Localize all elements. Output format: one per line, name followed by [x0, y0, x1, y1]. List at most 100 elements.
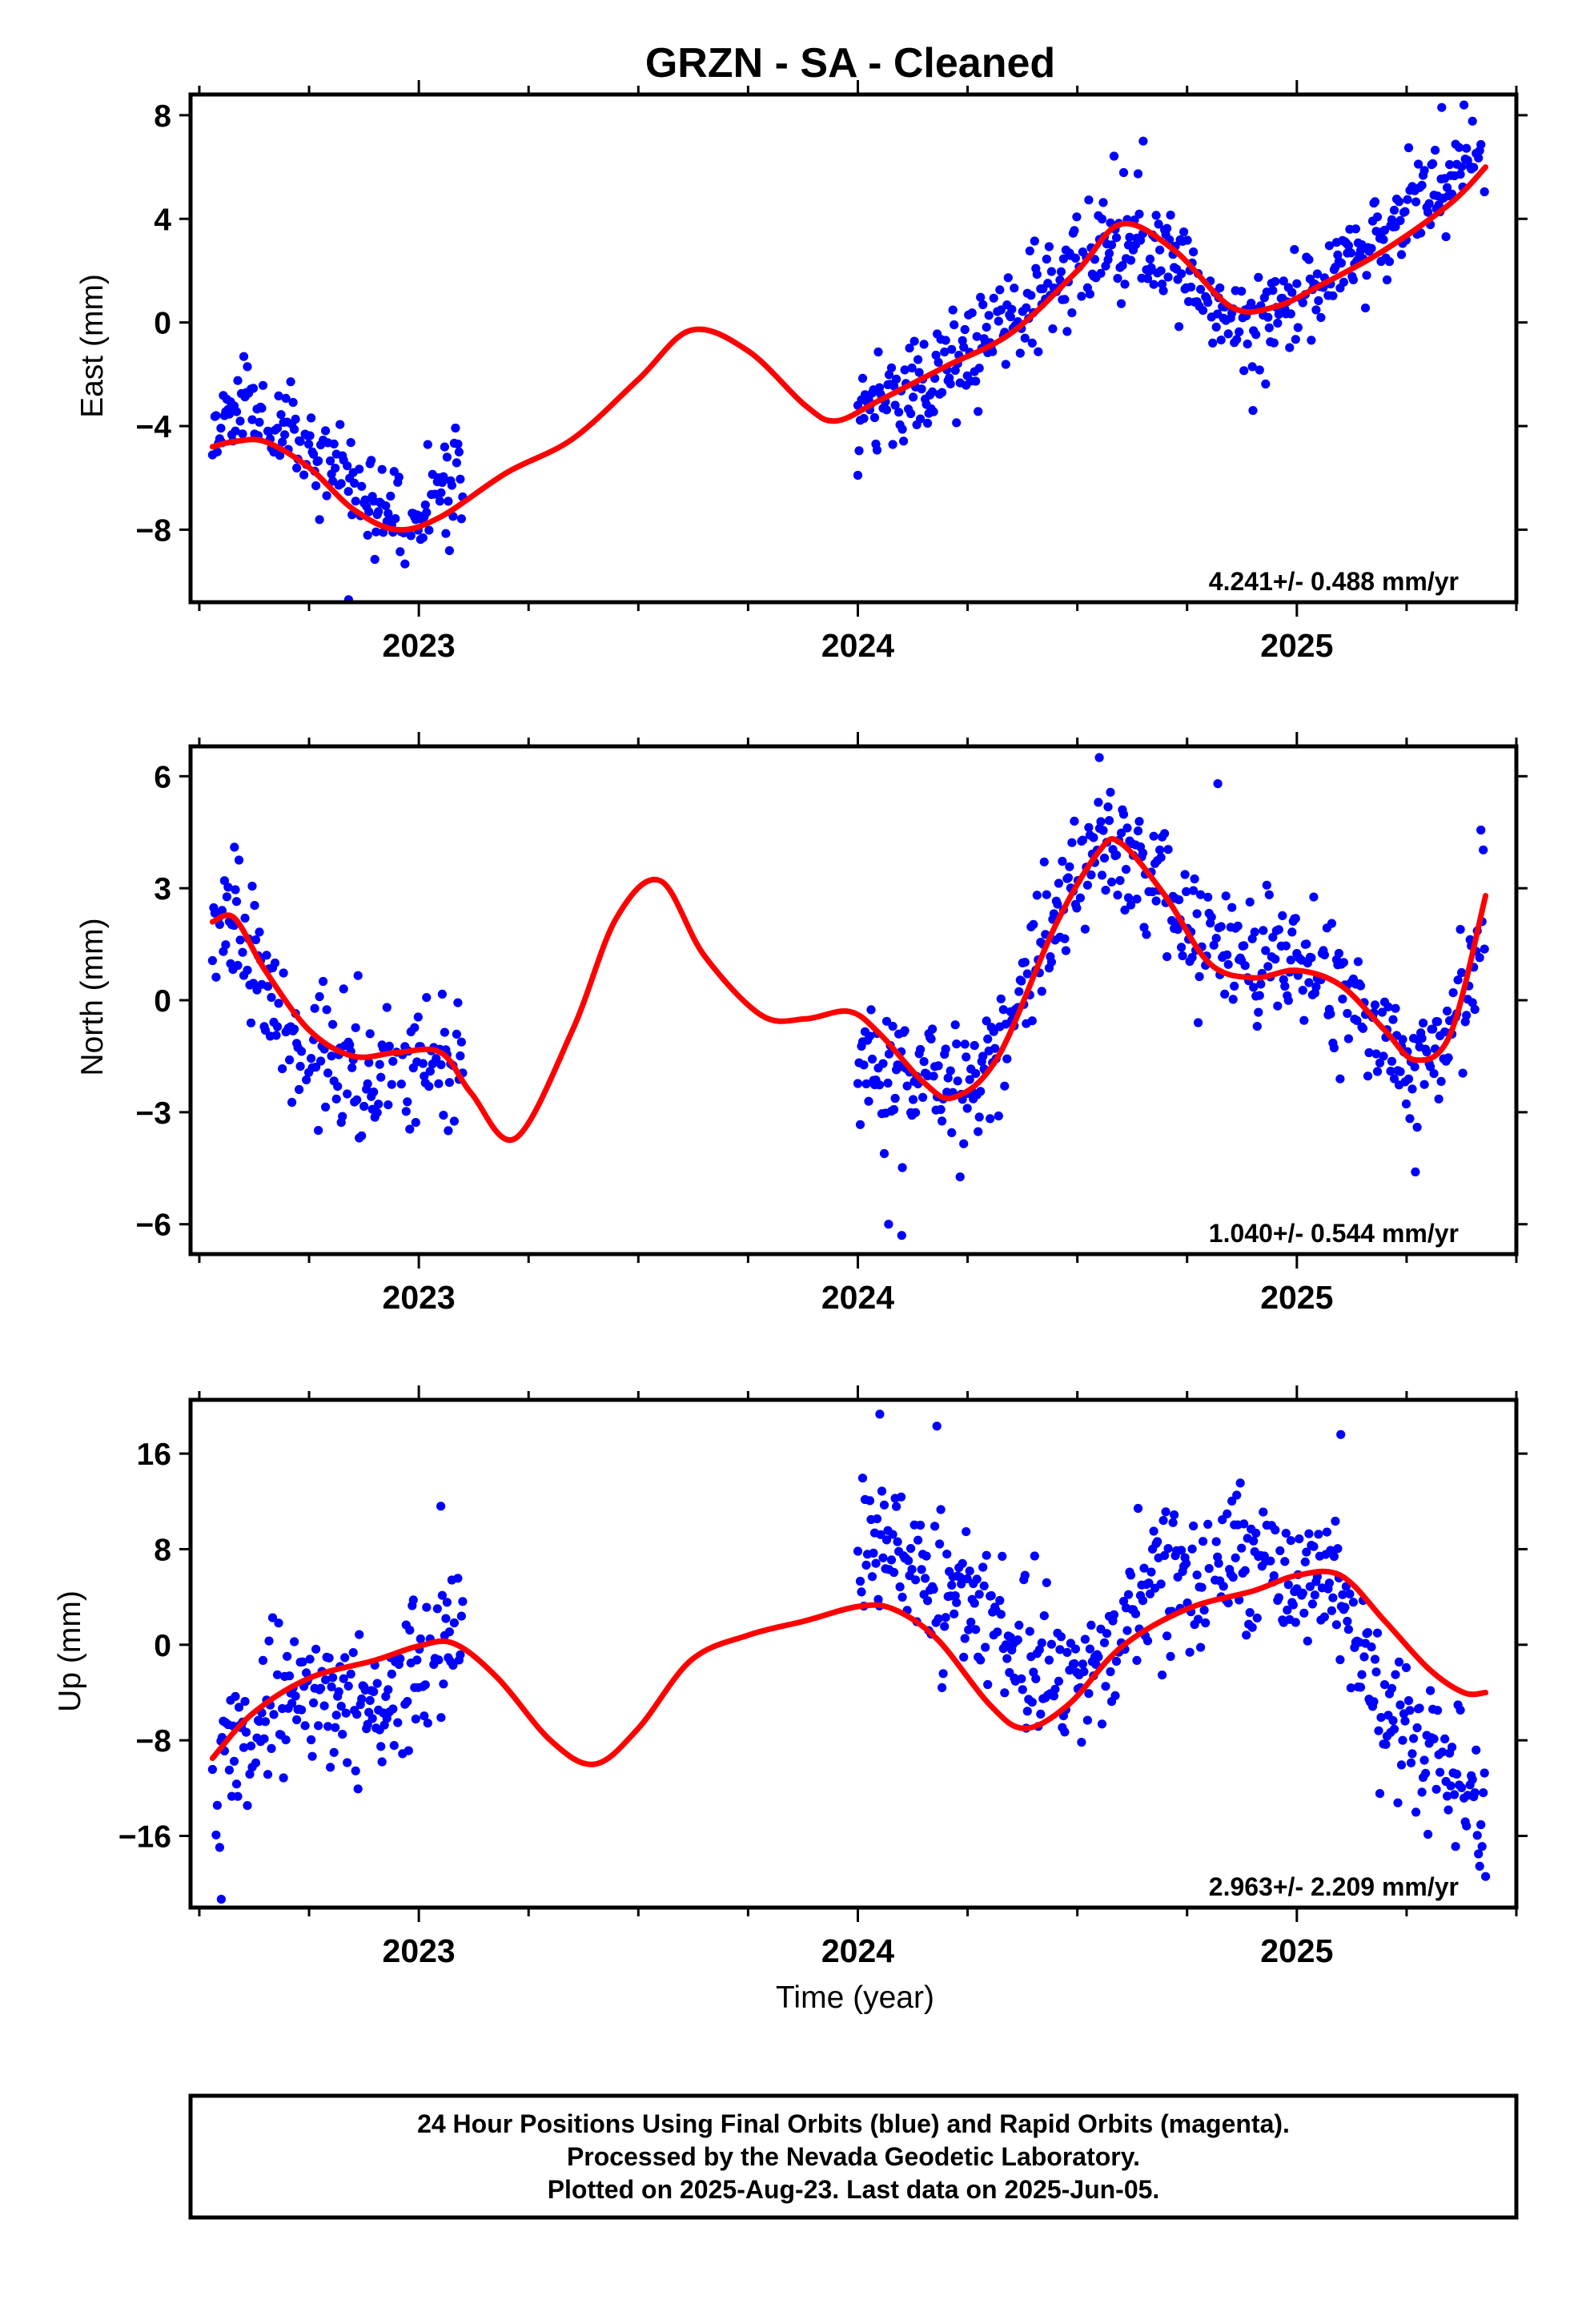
data-point — [363, 1079, 372, 1088]
data-point — [1123, 1590, 1134, 1599]
data-point — [1026, 291, 1036, 300]
data-point — [1396, 250, 1407, 259]
data-point — [894, 408, 904, 417]
data-point — [1245, 897, 1255, 907]
data-point — [857, 373, 868, 383]
data-point — [1151, 211, 1161, 220]
data-point — [314, 1126, 323, 1136]
data-point — [411, 1118, 420, 1128]
data-point — [387, 1080, 396, 1089]
data-point — [1374, 1726, 1383, 1735]
data-point — [326, 1763, 335, 1772]
y-tick-label: −6 — [136, 1208, 171, 1243]
data-point — [1037, 987, 1046, 996]
data-point — [343, 1089, 352, 1099]
data-point — [1060, 934, 1070, 943]
data-point — [1195, 971, 1204, 982]
data-point — [906, 408, 916, 419]
data-point — [978, 300, 988, 310]
data-point — [1043, 279, 1053, 288]
data-point — [1472, 1831, 1482, 1840]
data-point — [918, 1092, 928, 1102]
data-point — [1291, 914, 1300, 923]
data-point — [916, 1520, 926, 1530]
data-point — [883, 1078, 893, 1088]
data-point — [1223, 1509, 1232, 1518]
data-point — [1428, 159, 1438, 168]
data-point — [423, 1719, 432, 1728]
data-point — [353, 1784, 363, 1794]
data-point — [874, 1080, 885, 1090]
data-point — [374, 1100, 383, 1109]
data-point — [1370, 1655, 1380, 1664]
data-point — [327, 1051, 336, 1061]
data-point — [1419, 1018, 1428, 1028]
data-point — [1173, 925, 1182, 935]
data-point — [1014, 1620, 1024, 1630]
data-point — [406, 531, 416, 541]
data-point — [1027, 1016, 1037, 1026]
data-point — [1032, 270, 1042, 279]
data-point — [1443, 1006, 1452, 1016]
data-point — [276, 410, 286, 420]
data-point — [1395, 1067, 1405, 1076]
data-point — [1457, 1783, 1467, 1792]
data-point — [439, 1111, 448, 1120]
data-point — [271, 1031, 281, 1040]
data-point — [936, 1505, 946, 1514]
data-point — [1441, 232, 1451, 242]
data-point — [1044, 1655, 1054, 1665]
data-point — [334, 1687, 343, 1697]
data-point — [1078, 1659, 1087, 1669]
data-point — [1096, 817, 1106, 826]
data-point — [295, 1061, 305, 1072]
data-point — [938, 388, 947, 397]
data-point — [1249, 983, 1259, 992]
data-point — [211, 1830, 221, 1839]
data-point — [1458, 1068, 1468, 1078]
data-point — [995, 285, 1005, 295]
data-point — [1161, 1507, 1170, 1517]
data-point — [1029, 919, 1038, 929]
data-point — [1387, 215, 1397, 224]
data-point — [212, 447, 222, 456]
data-point — [1328, 291, 1338, 300]
data-point — [1034, 1645, 1044, 1655]
data-point — [441, 1614, 451, 1623]
data-point — [1353, 957, 1363, 967]
data-point — [1132, 895, 1142, 904]
data-point — [1371, 1667, 1381, 1677]
data-point — [1227, 903, 1237, 912]
data-point — [319, 976, 328, 987]
data-point — [1221, 891, 1231, 901]
data-point — [233, 1791, 243, 1801]
data-point — [1309, 1542, 1319, 1551]
data-point — [322, 491, 331, 501]
data-point — [221, 940, 231, 950]
data-point — [1177, 1546, 1186, 1555]
data-point — [212, 1800, 222, 1810]
data-point — [267, 1613, 278, 1622]
data-point — [1429, 1734, 1439, 1743]
data-point — [442, 452, 452, 462]
data-point — [326, 456, 335, 466]
data-point — [938, 1683, 947, 1692]
data-point — [1462, 143, 1472, 153]
data-point — [855, 1120, 865, 1129]
data-point — [1002, 1654, 1012, 1663]
y-tick-label: 0 — [154, 1629, 171, 1663]
data-point — [339, 1674, 348, 1683]
data-point — [1275, 1546, 1285, 1555]
data-point — [1079, 1667, 1089, 1676]
data-point — [1232, 335, 1242, 344]
data-point — [1174, 322, 1184, 332]
data-point — [1311, 982, 1321, 991]
data-point — [1293, 323, 1303, 332]
data-point — [1359, 1652, 1369, 1662]
data-point — [1239, 1519, 1249, 1529]
data-point — [1363, 1072, 1373, 1081]
data-point — [331, 464, 340, 473]
data-point — [1470, 1788, 1480, 1798]
data-point — [1438, 1747, 1447, 1757]
data-point — [269, 1710, 279, 1719]
